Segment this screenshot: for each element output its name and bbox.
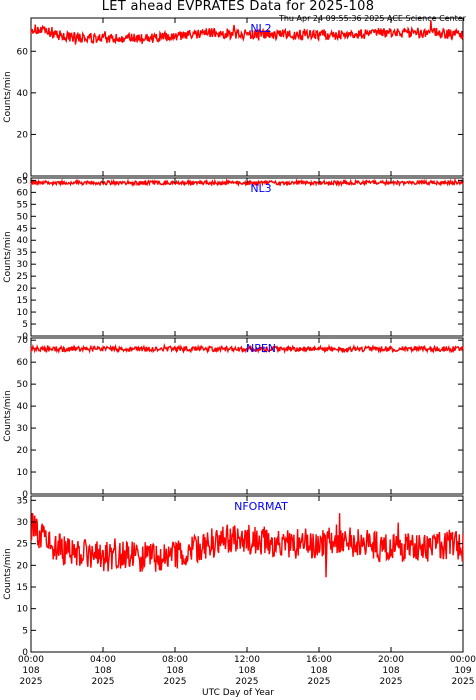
y-axis-label: Counts/min — [3, 231, 13, 282]
x-tick-label: 08:00 — [162, 655, 188, 665]
y-tick-label: 10 — [17, 605, 29, 615]
x-tick-label: 2025 — [308, 677, 331, 687]
x-tick-label: 2025 — [164, 677, 187, 687]
y-tick-label: 40 — [17, 236, 29, 246]
x-tick-label: 2025 — [92, 677, 115, 687]
y-tick-label: 20 — [17, 130, 29, 140]
y-tick-label: 5 — [22, 320, 28, 330]
x-tick-label: 20:00 — [378, 655, 404, 665]
y-tick-label: 10 — [17, 468, 29, 478]
y-tick-label: 65 — [17, 176, 28, 186]
y-tick-label: 20 — [17, 446, 29, 456]
x-tick-label: 108 — [22, 666, 39, 676]
x-tick-label: 108 — [382, 666, 399, 676]
x-tick-label: 2025 — [20, 677, 43, 687]
y-tick-label: 30 — [17, 424, 29, 434]
y-tick-label: 5 — [22, 626, 28, 636]
y-tick-label: 40 — [17, 402, 29, 412]
x-tick-label: 00:00 — [18, 655, 44, 665]
x-tick-label: 04:00 — [90, 655, 116, 665]
x-tick-label: 2025 — [380, 677, 403, 687]
x-tick-label: 16:00 — [306, 655, 332, 665]
x-tick-label: 12:00 — [234, 655, 260, 665]
y-axis-label: Counts/min — [3, 390, 13, 441]
series-line-nformat — [30, 512, 464, 578]
y-tick-label: 10 — [17, 308, 29, 318]
x-tick-label: 2025 — [452, 677, 475, 687]
panel-label-nformat: NFORMAT — [234, 500, 288, 513]
y-tick-label: 55 — [17, 200, 28, 210]
panel-frame-nl3 — [30, 177, 464, 337]
x-axis-title: UTC Day of Year — [202, 688, 274, 698]
y-tick-label: 45 — [17, 224, 28, 234]
panel-frame-npen — [30, 337, 464, 495]
y-tick-label: 50 — [17, 380, 29, 390]
y-tick-label: 0 — [22, 648, 28, 658]
y-tick-label: 30 — [17, 260, 29, 270]
y-tick-label: 70 — [17, 336, 29, 346]
chart-title: LET ahead EVPRATES Data for 2025-108 — [101, 0, 375, 14]
y-tick-label: 60 — [17, 47, 29, 57]
series-line-nl2 — [30, 20, 464, 45]
y-tick-label: 30 — [17, 518, 29, 528]
y-tick-label: 40 — [17, 89, 29, 99]
y-tick-label: 35 — [17, 248, 28, 258]
y-tick-label: 0 — [22, 332, 28, 342]
y-axis-label: Counts/min — [3, 71, 13, 122]
y-tick-label: 0 — [22, 172, 28, 182]
x-tick-label: 109 — [454, 666, 471, 676]
x-tick-label: 108 — [310, 666, 327, 676]
series-line-npen — [30, 342, 464, 354]
y-tick-label: 25 — [17, 272, 28, 282]
x-tick-label: 108 — [166, 666, 183, 676]
y-tick-label: 25 — [17, 540, 28, 550]
x-tick-label: 108 — [94, 666, 111, 676]
y-tick-label: 20 — [17, 561, 29, 571]
y-tick-label: 15 — [17, 583, 28, 593]
y-tick-label: 0 — [22, 490, 28, 500]
y-tick-label: 50 — [17, 212, 29, 222]
y-axis-label: Counts/min — [3, 548, 13, 599]
y-tick-label: 20 — [17, 284, 29, 294]
panel-label-nl3: NL3 — [250, 182, 271, 195]
y-tick-label: 60 — [17, 358, 29, 368]
panel-frame-nformat — [30, 495, 464, 653]
panel-label-nl2: NL2 — [250, 22, 271, 35]
x-tick-label: 00:00 — [450, 655, 476, 665]
y-tick-label: 15 — [17, 296, 28, 306]
x-tick-label: 108 — [238, 666, 255, 676]
x-tick-label: 2025 — [236, 677, 259, 687]
y-tick-label: 60 — [17, 188, 29, 198]
y-tick-label: 35 — [17, 496, 28, 506]
panel-label-npen: NPEN — [246, 342, 276, 355]
